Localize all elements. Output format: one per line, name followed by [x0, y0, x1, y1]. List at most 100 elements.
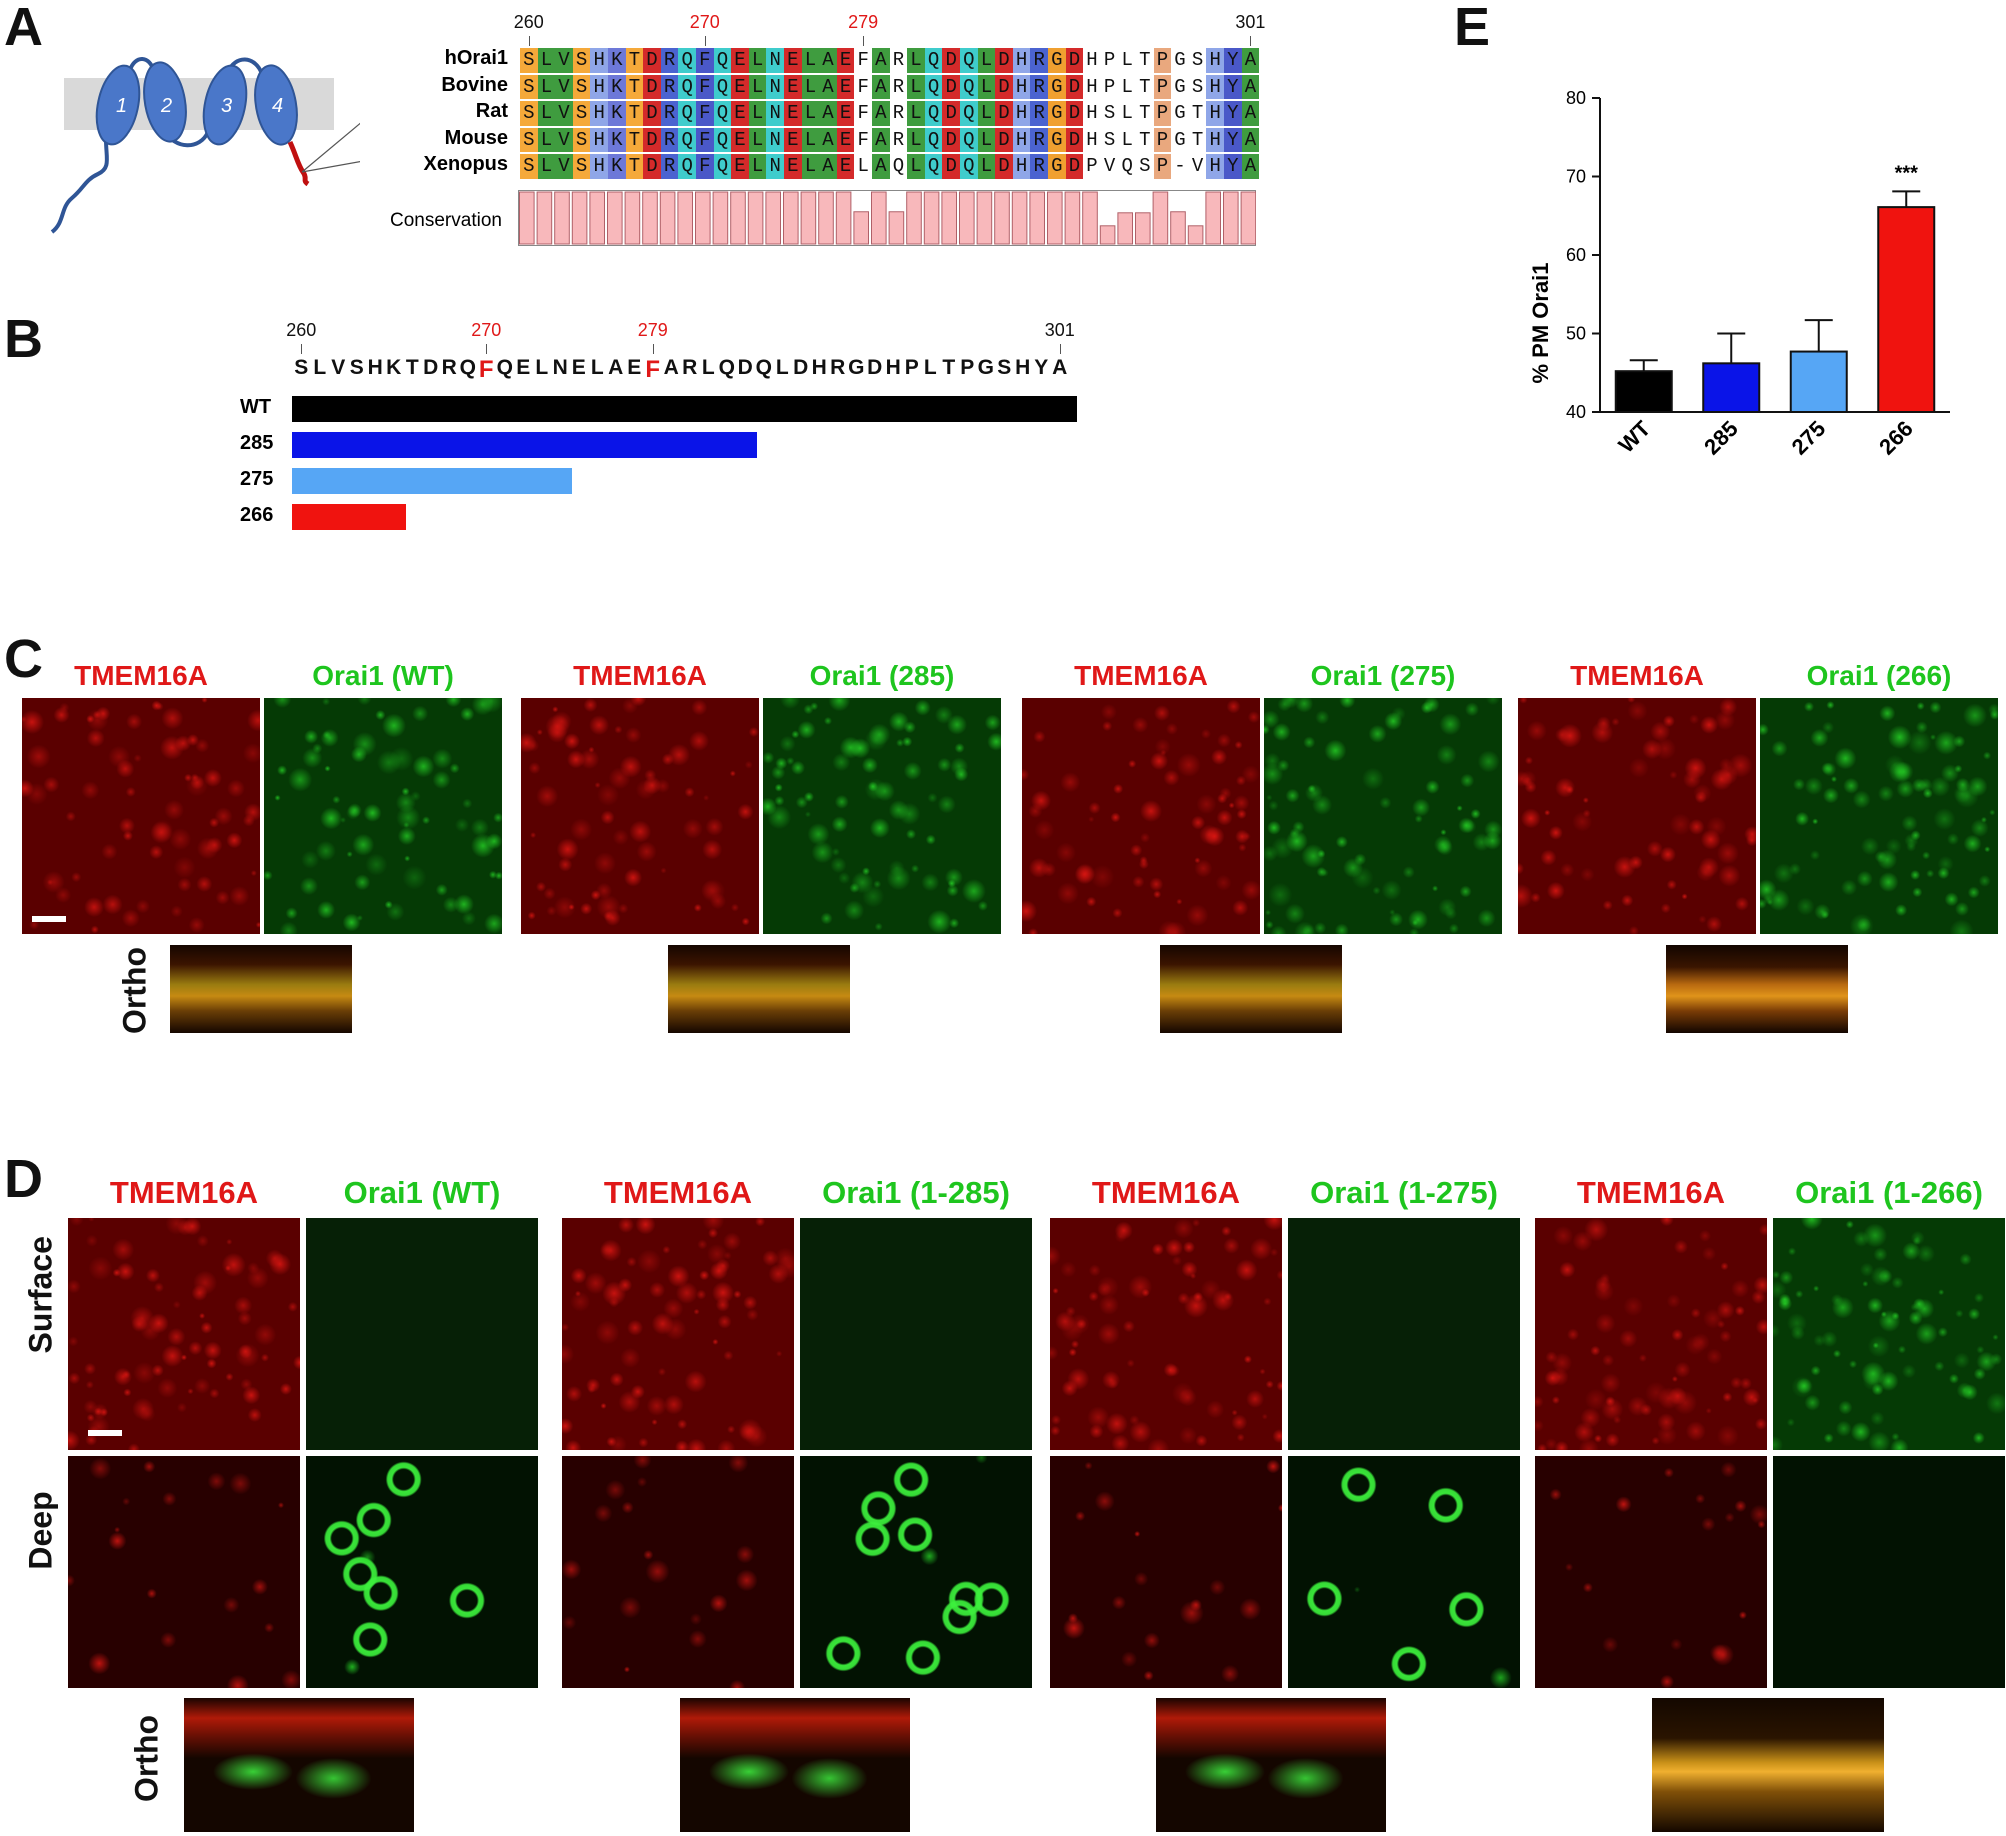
- alignment-residue: Q: [960, 101, 978, 126]
- alignment-residue: H: [1012, 101, 1031, 126]
- alignment-residue: A: [872, 74, 890, 99]
- alignment-residue: R: [889, 101, 908, 126]
- construct-bar-266: [292, 504, 406, 530]
- alignment-residue: L: [1118, 101, 1136, 126]
- alignment-residue: H: [1206, 101, 1224, 126]
- alignment-residue: Q: [678, 154, 696, 179]
- alignment-residue: S: [1188, 48, 1207, 73]
- alignment-residue: D: [942, 154, 960, 179]
- conservation-bar: [677, 191, 693, 245]
- ortho-label-c: Ortho: [116, 946, 153, 1035]
- alignment-residue: F: [696, 127, 714, 152]
- conservation-bar: [624, 191, 641, 245]
- alignment-residue: S: [520, 154, 538, 179]
- construct-residue: N: [552, 356, 568, 379]
- alignment-residue: D: [942, 101, 960, 126]
- construct-bar-285: [292, 432, 757, 458]
- surface-micrograph-tmem16a: [68, 1218, 300, 1450]
- alignment-residue: R: [660, 101, 679, 126]
- ortho-view: [170, 945, 352, 1033]
- alignment-residue: R: [1030, 127, 1048, 152]
- alignment-residue: V: [1100, 154, 1119, 179]
- caption-tmem16a: TMEM16A: [1576, 1175, 1726, 1210]
- construct-residue: A: [608, 356, 624, 379]
- deep-micrograph-orai1: [800, 1456, 1032, 1688]
- x-tick-label: 275: [1787, 416, 1831, 460]
- alignment-residue: E: [731, 154, 749, 179]
- alignment-residue: L: [537, 127, 556, 152]
- alignment-residue: S: [1136, 154, 1154, 179]
- construct-tick-mark: [486, 344, 488, 354]
- alignment-residue: S: [572, 101, 591, 126]
- alignment-residue: P: [1083, 154, 1101, 179]
- alignment-residue: N: [766, 48, 784, 73]
- x-tick-label: 285: [1699, 416, 1743, 460]
- alignment-residue: N: [766, 101, 784, 126]
- deep-micrograph-tmem16a: [1050, 1456, 1282, 1688]
- construct-residue: E: [627, 356, 642, 379]
- alignment-residue: S: [520, 74, 538, 99]
- alignment-residue: L: [907, 101, 925, 126]
- alignment-residue: A: [1241, 48, 1260, 73]
- alignment-residue: A: [872, 154, 890, 179]
- alignment-residue: R: [889, 48, 908, 73]
- construct-tick-label: 270: [471, 320, 502, 340]
- construct-residue: H: [367, 356, 383, 379]
- construct-residue: Q: [496, 356, 513, 379]
- alignment-residue: D: [995, 48, 1013, 73]
- construct-residue: Q: [718, 356, 735, 379]
- construct-residue: D: [737, 356, 753, 379]
- alignment-residue: Q: [924, 101, 943, 126]
- alignment-residue: T: [1188, 101, 1207, 126]
- conservation-bar: [871, 191, 887, 245]
- alignment-residue: Q: [960, 154, 978, 179]
- alignment-tick-mark: [863, 36, 865, 46]
- alignment-residue: -: [1174, 155, 1186, 177]
- alignment-residue: D: [995, 154, 1013, 179]
- x-tick-label: WT: [1613, 415, 1655, 457]
- species-label: Xenopus: [423, 153, 508, 175]
- caption-orai1: Orai1 (1-266): [1795, 1175, 1983, 1210]
- alignment-residue: S: [572, 48, 591, 73]
- conservation-bar: [1099, 225, 1116, 245]
- conservation-label: Conservation: [390, 210, 502, 231]
- conservation-bar: [730, 191, 746, 245]
- alignment-residue: V: [555, 48, 573, 73]
- alignment-residue: F: [696, 48, 714, 73]
- construct-residue: R: [441, 356, 457, 379]
- alignment-residue: P: [1153, 154, 1172, 179]
- construct-residue: E: [571, 356, 586, 379]
- zoom-line-top: [301, 122, 360, 173]
- helix-4-number: 4: [272, 95, 283, 117]
- alignment-residue: L: [907, 154, 925, 179]
- conservation-bar: [519, 191, 535, 245]
- deep-micrograph-orai1: [306, 1456, 538, 1688]
- panel-letter-b: B: [4, 309, 43, 369]
- caption-tmem16a: TMEM16A: [74, 660, 208, 691]
- alignment-residue: F: [696, 101, 714, 126]
- alignment-residue: V: [555, 154, 573, 179]
- alignment-residue: H: [590, 101, 608, 126]
- orai1-topology-diagram: 1 2 3 4: [50, 57, 360, 234]
- row-label-surface: Surface: [22, 1236, 59, 1354]
- helix-3-number: 3: [221, 95, 232, 117]
- construct-residue: G: [977, 356, 994, 379]
- alignment-residue: R: [660, 154, 679, 179]
- alignment-residue: E: [731, 101, 749, 126]
- alignment-residue: H: [1206, 127, 1224, 152]
- alignment-residue: L: [1118, 74, 1136, 99]
- ortho-view: [1160, 945, 1342, 1033]
- alignment-residue: D: [643, 48, 661, 73]
- construct-residue: D: [793, 356, 809, 379]
- alignment-residue: E: [784, 48, 802, 73]
- construct-residue: Q: [459, 356, 476, 379]
- panel-letter-c: C: [4, 629, 43, 689]
- alignment-residue: E: [784, 101, 802, 126]
- alignment-residue: D: [643, 127, 661, 152]
- construct-residue: A: [1052, 356, 1068, 379]
- alignment-residue: T: [625, 127, 644, 152]
- bar-275: [1789, 350, 1848, 413]
- alignment-residue: L: [748, 48, 767, 73]
- conservation-bar: [1135, 212, 1151, 245]
- alignment-residue: R: [1030, 48, 1048, 73]
